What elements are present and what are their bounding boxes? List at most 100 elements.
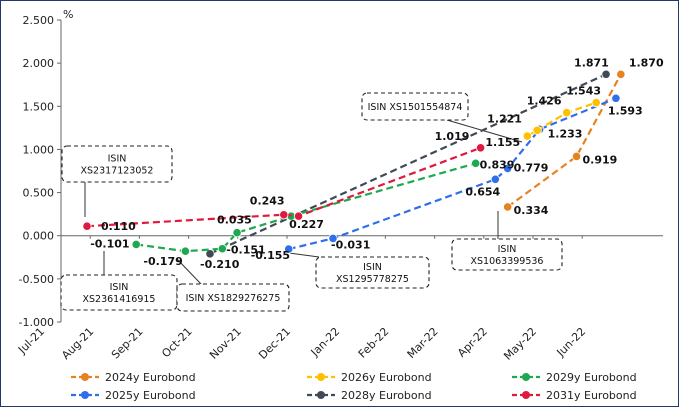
- data-label: -0.151: [226, 244, 265, 257]
- annotation-text: XS2317123052: [81, 166, 154, 177]
- x-tick-label: Dec-21: [256, 325, 293, 362]
- annotation-box: [61, 145, 173, 183]
- data-point-2025y: [503, 163, 513, 174]
- y-tick-label: 2.500: [23, 14, 55, 27]
- data-point-2025y: [490, 174, 500, 184]
- y-tick-label: 1.000: [23, 143, 55, 156]
- data-label: 1.155: [485, 136, 520, 149]
- data-label: 0.035: [217, 214, 252, 227]
- legend-label: 2025y Eurobond: [105, 389, 196, 402]
- series-lines: [82, 69, 626, 259]
- annotation-text: ISIN XS1829276275: [186, 293, 281, 304]
- x-tick-label: Apr-22: [455, 325, 490, 360]
- data-point-2029y: [180, 246, 190, 256]
- data-point-2025y: [611, 93, 621, 103]
- y-tick-label: 2.000: [23, 57, 55, 70]
- legend-label: 2028y Eurobond: [341, 389, 432, 402]
- data-label: 0.839: [480, 158, 515, 171]
- legend-label: 2024y Eurobond: [105, 371, 196, 384]
- data-label: 1.870: [629, 56, 664, 69]
- data-label: -0.179: [143, 255, 182, 268]
- data-point-2025y: [328, 233, 338, 243]
- x-tick-label: Aug-21: [59, 325, 96, 362]
- x-tick-label: May-22: [501, 325, 539, 363]
- data-point-2026y: [532, 125, 542, 135]
- x-tick-label: Jul-21: [15, 325, 47, 357]
- y-tick-label: 0.500: [23, 187, 55, 200]
- x-tick-label: Jun-22: [554, 325, 589, 360]
- annotation-leader: [288, 252, 320, 258]
- data-point-2029y: [471, 158, 481, 168]
- y-tick-label: 0.000: [23, 230, 55, 243]
- y-unit-label: %: [63, 8, 73, 21]
- annotation-text: ISIN: [363, 262, 382, 273]
- data-label: 1.233: [548, 127, 583, 140]
- data-point-2024y: [571, 151, 582, 162]
- data-label: 1.426: [527, 95, 562, 108]
- legend-swatch-marker: [81, 373, 89, 381]
- data-point-2031y: [82, 221, 92, 231]
- legend-label: 2026y Eurobond: [341, 371, 432, 384]
- annotation-text: ISIN: [110, 282, 129, 293]
- annotation-text: XS1295778275: [336, 274, 409, 285]
- data-point-2028y: [205, 249, 215, 259]
- annotation-text: XS2361416915: [83, 294, 156, 305]
- y-tick-label: 1.500: [23, 100, 55, 113]
- annotation-box: [361, 92, 469, 121]
- legend-swatch-marker: [81, 391, 89, 399]
- annotation-box: [315, 256, 430, 289]
- x-tick-label: Sep-21: [109, 325, 146, 362]
- annotation-text: XS1063399536: [471, 256, 544, 267]
- y-tick-label: -1.000: [19, 316, 54, 329]
- annotation-text: ISIN: [108, 154, 127, 165]
- data-point-2031y: [475, 143, 486, 153]
- series-line-2029y: [136, 162, 477, 253]
- annotation-box: [176, 283, 290, 312]
- data-label: 0.227: [289, 218, 324, 231]
- data-point-2031y: [293, 211, 304, 221]
- data-point-2029y: [232, 228, 242, 238]
- data-label: 0.654: [465, 185, 500, 198]
- legend-label: 2029y Eurobond: [546, 371, 637, 384]
- data-label: 0.334: [514, 204, 549, 217]
- legend-swatch-marker: [522, 391, 530, 399]
- data-point-2029y: [131, 239, 141, 250]
- data-label: 0.919: [583, 153, 618, 166]
- data-labels: 0.334 0.919 1.870 -0.155 -0.031 0.654 0.779 1.2…: [90, 56, 664, 271]
- data-point-2028y: [601, 69, 611, 79]
- annotation-text: ISIN XS1501554874: [368, 102, 463, 113]
- data-label: 1.593: [608, 104, 643, 117]
- legend-swatch-marker: [317, 391, 325, 399]
- data-point-2024y: [503, 202, 513, 212]
- annotation-text: ISIN: [498, 244, 517, 255]
- legend-swatch-marker: [522, 373, 530, 381]
- legend-label: 2031y Eurobond: [546, 389, 637, 402]
- data-label: 1.871: [574, 56, 609, 69]
- data-label: 1.543: [566, 85, 601, 98]
- x-tick-label: Mar-22: [405, 325, 441, 361]
- legend: 2024y Eurobond 2025y Eurobond 2026y Eurobo…: [71, 371, 637, 402]
- y-tick-label: -0.500: [19, 273, 54, 286]
- data-label: 0.110: [101, 220, 136, 233]
- annotation-leader: [176, 258, 202, 285]
- data-point-2025y: [284, 244, 294, 254]
- data-label: -0.031: [331, 238, 370, 251]
- x-tick-label: Jan-22: [308, 325, 343, 360]
- data-label: -0.210: [200, 258, 240, 271]
- annotation-box: [451, 238, 563, 271]
- series-line-2026y: [526, 101, 597, 138]
- data-point-2024y: [616, 69, 626, 79]
- data-label: 1.221: [487, 112, 522, 125]
- x-tick-label: Oct-21: [159, 325, 194, 360]
- data-point-2026y: [522, 131, 532, 141]
- x-tick-label: Nov-21: [207, 325, 244, 362]
- data-point-2029y: [217, 244, 227, 254]
- data-point-2026y: [591, 97, 601, 108]
- data-label: -0.101: [90, 237, 129, 250]
- data-label: 0.243: [250, 195, 285, 208]
- annotation-leader: [446, 119, 523, 143]
- series-line-2025y: [288, 97, 617, 251]
